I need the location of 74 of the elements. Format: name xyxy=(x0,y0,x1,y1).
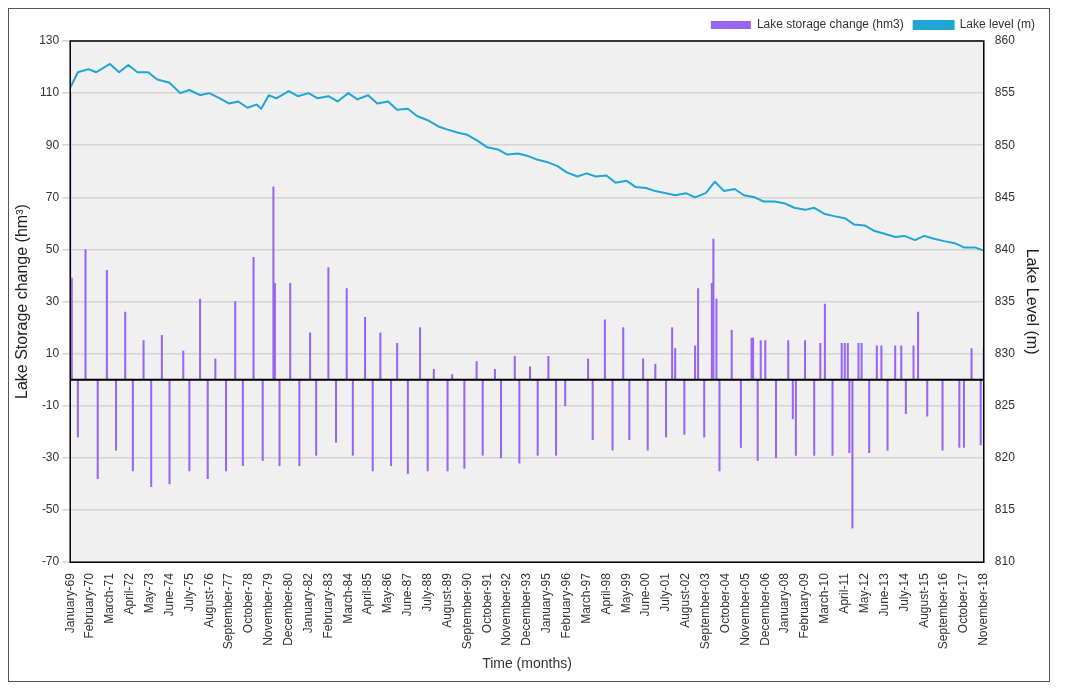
x-tick-label: November-92 xyxy=(499,572,514,646)
x-tick-label: November-18 xyxy=(976,572,991,646)
x-tick-label: March-71 xyxy=(102,572,117,624)
legend-label: Lake level (m) xyxy=(959,17,1035,32)
x-tick-label: October-78 xyxy=(241,572,256,634)
x-tick-label: November-05 xyxy=(737,572,752,646)
x-tick-label: May-86 xyxy=(380,572,395,614)
x-tick-label: September-16 xyxy=(936,572,951,650)
x-tick-label: September-77 xyxy=(221,572,236,650)
y-tick-label: 90 xyxy=(45,137,60,152)
x-tick-label: January-82 xyxy=(300,572,315,634)
y2-tick-label: 860 xyxy=(994,33,1016,48)
x-tick-label: February-70 xyxy=(82,572,97,639)
x-tick-label: March-84 xyxy=(340,572,355,624)
y2-tick-label: 845 xyxy=(994,189,1016,204)
x-tick-label: May-99 xyxy=(618,572,633,614)
y2-tick-label: 815 xyxy=(994,502,1016,517)
y2-axis-title: Lake Level (m) xyxy=(1023,248,1041,355)
x-tick-label: September-03 xyxy=(698,572,713,650)
y-axis-title: Lake Storage change (hm³) xyxy=(13,204,31,399)
x-tick-label: December-06 xyxy=(757,572,772,646)
x-tick-label: October-04 xyxy=(717,572,732,634)
x-tick-label: May-73 xyxy=(141,572,156,614)
y2-tick-label: 810 xyxy=(994,554,1016,569)
x-tick-label: March-97 xyxy=(578,572,593,624)
y2-tick-label: 830 xyxy=(994,346,1016,361)
x-tick-label: August-02 xyxy=(678,572,693,628)
y-tick-label: 30 xyxy=(45,293,60,308)
x-tick-label: June-87 xyxy=(400,572,415,617)
y2-tick-label: 820 xyxy=(994,450,1016,465)
x-tick-label: February-09 xyxy=(797,572,812,639)
x-tick-label: June-13 xyxy=(876,572,891,617)
y-tick-label: -10 xyxy=(41,398,60,413)
x-tick-label: December-93 xyxy=(519,572,534,646)
y2-tick-label: 850 xyxy=(994,137,1016,152)
y-tick-label: 70 xyxy=(45,189,60,204)
x-tick-label: August-89 xyxy=(439,572,454,628)
x-tick-label: August-76 xyxy=(201,572,216,628)
x-axis-title: Time (months) xyxy=(482,655,572,672)
x-tick-label: April-72 xyxy=(122,572,137,615)
y-tick-label: -30 xyxy=(41,450,60,465)
x-tick-label: April-98 xyxy=(598,572,613,615)
x-tick-label: May-12 xyxy=(856,572,871,614)
y-tick-label: -70 xyxy=(41,554,60,569)
x-tick-label: February-96 xyxy=(559,572,574,639)
x-tick-label: August-15 xyxy=(916,572,931,628)
x-tick-label: December-80 xyxy=(280,572,295,646)
y2-tick-label: 825 xyxy=(994,398,1016,413)
x-tick-label: July-01 xyxy=(658,572,673,612)
x-tick-label: July-75 xyxy=(181,572,196,612)
y2-tick-label: 840 xyxy=(994,241,1016,256)
y2-tick-label: 855 xyxy=(994,85,1016,100)
legend-label: Lake storage change (hm3) xyxy=(756,17,904,32)
y-tick-label: 110 xyxy=(40,85,60,100)
x-tick-label: September-90 xyxy=(459,572,474,650)
x-tick-label: July-14 xyxy=(896,572,911,612)
y-tick-label: 10 xyxy=(45,346,60,361)
x-tick-label: April-11 xyxy=(837,572,852,614)
x-tick-label: February-83 xyxy=(320,572,335,639)
x-tick-label: October-91 xyxy=(479,572,494,634)
x-tick-label: November-79 xyxy=(261,572,276,646)
x-tick-label: January-69 xyxy=(62,572,77,634)
x-tick-label: June-00 xyxy=(638,572,653,617)
x-tick-label: January-95 xyxy=(539,572,554,634)
x-tick-label: January-08 xyxy=(777,572,792,634)
x-tick-label: June-74 xyxy=(161,572,176,617)
y2-tick-label: 835 xyxy=(994,293,1016,308)
y-tick-label: -50 xyxy=(41,502,60,517)
x-tick-label: October-17 xyxy=(956,572,971,634)
x-tick-label: March-10 xyxy=(817,572,832,624)
y-tick-label: 130 xyxy=(39,33,60,48)
x-tick-label: April-85 xyxy=(360,572,375,615)
x-tick-label: July-88 xyxy=(420,572,435,612)
y-tick-label: 50 xyxy=(45,241,60,256)
